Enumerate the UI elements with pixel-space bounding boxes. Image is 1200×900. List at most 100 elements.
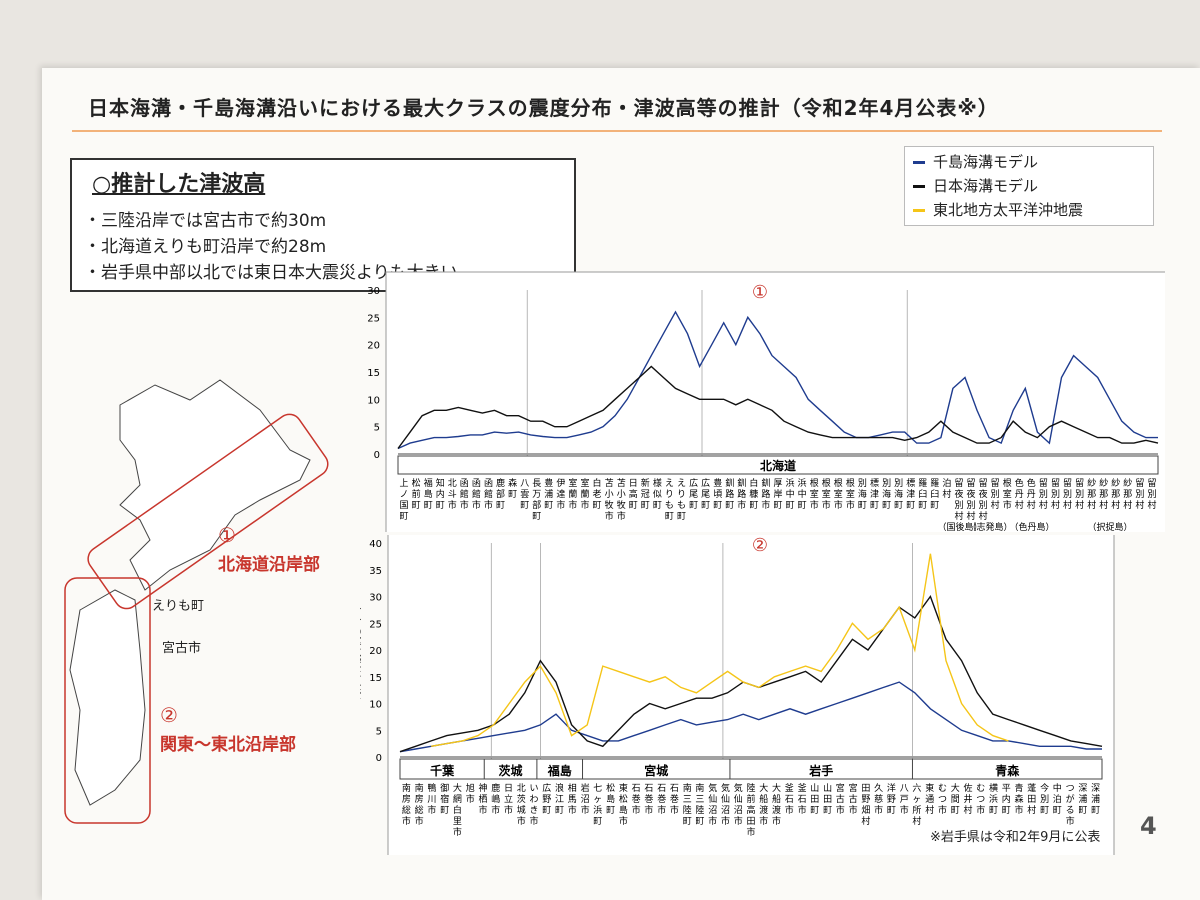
x-tick-label: 洋野町	[887, 782, 896, 816]
chart-legend: 千島海溝モデル 日本海溝モデル 東北地方太平洋沖地震	[904, 146, 1154, 226]
x-tick-label: 石巻市	[670, 784, 679, 816]
summary-box: ○推計した津波高 ・三陸沿岸では宮古市で約30m ・北海道えりも町沿岸で約28m…	[70, 158, 576, 292]
y-tick-label: 5	[376, 726, 382, 737]
y-tick-label: 15	[367, 368, 380, 379]
legend-label: 東北地方太平洋沖地震	[933, 201, 1084, 219]
x-tick-label: 羅臼町	[918, 478, 927, 511]
x-tick-label: えりも町	[677, 478, 686, 522]
honshu-shape	[69, 589, 146, 806]
x-tick-label: 函館市	[484, 478, 493, 511]
x-tick-label: 釧路市	[761, 477, 770, 511]
series-line-千島海溝モデル	[397, 310, 1158, 450]
x-tick-label: 陸前高田市	[746, 782, 755, 838]
plot-background	[385, 271, 1165, 532]
x-tick-label: 石巻市	[632, 784, 641, 816]
x-tick-label: 浜中町	[798, 478, 807, 511]
miyako-label: 宮古市	[162, 640, 201, 656]
x-tick-label: 鹿部町	[496, 477, 505, 511]
x-tick-label: 南房総市	[402, 782, 411, 827]
region2-label: 関東～東北沿岸部	[160, 734, 296, 755]
chart-marker: ②	[752, 535, 768, 556]
x-tick-label: 深浦町	[1091, 783, 1100, 816]
x-tick-label: 釜石市	[798, 782, 807, 816]
chart-hokkaido: 0 5 10 15 20 25 30 海岸の津波の高さ（m） 北海道上ノ国町松前町福島町知内町北…	[360, 271, 1165, 532]
x-tick-label: 別海町	[894, 478, 903, 511]
legend-swatch	[913, 161, 925, 164]
y-tick-label: 30	[369, 593, 382, 604]
x-tick-label: 気仙沼市	[708, 782, 717, 827]
x-tick-label: 留別村	[1039, 477, 1048, 511]
x-tick-label: 今別町	[1040, 782, 1049, 816]
page-number: 4	[1140, 812, 1157, 840]
x-tick-label: 伊達市	[556, 477, 565, 511]
region1-outline	[87, 413, 329, 610]
y-tick-label: 20	[367, 341, 380, 352]
series-line-日本海溝モデル	[397, 365, 1159, 449]
x-tick-label: 東通村	[925, 782, 934, 816]
x-tick-label: 根室市	[846, 477, 855, 511]
series-line-千島海溝モデル	[399, 681, 1102, 753]
x-tick-label: 旭市	[466, 782, 475, 805]
x-tick-label: 佐井村	[963, 782, 972, 816]
x-tick-label: 気仙沼市	[734, 782, 743, 827]
x-tick-label: 鹿嶋市	[491, 782, 500, 816]
legend-label: 日本海溝モデル	[933, 177, 1039, 195]
x-tick-label: 白糠町	[749, 477, 758, 511]
x-tick-label: 上ノ国町	[399, 478, 408, 522]
x-tick-label: 函館市	[460, 478, 469, 511]
x-tick-label: 八雲町	[520, 479, 529, 511]
summary-item: ・三陸沿岸では宮古市で約30m	[84, 211, 327, 231]
page-title: 日本海溝・千島海溝沿いにおける最大クラスの震度分布・津波高等の推計（令和2年4月…	[88, 96, 999, 120]
x-tick-label: 留別村	[1051, 477, 1060, 511]
x-tick-label: 留夜別村	[966, 477, 975, 522]
region-label: 北海道	[760, 458, 796, 473]
x-tick-label: 御宿町	[440, 782, 449, 816]
x-tick-label: 色丹村	[1015, 477, 1024, 511]
x-tick-label: 留別村	[991, 477, 1000, 511]
x-tick-label: 室蘭市	[568, 477, 577, 511]
region-label: 青森	[995, 763, 1020, 778]
x-tick-label: むつ市	[938, 783, 947, 816]
y-tick-label: 30	[367, 286, 380, 297]
region2-number: ②	[160, 703, 178, 727]
x-tick-label: 山田町	[810, 783, 819, 816]
legend-entry: 千島海溝モデル	[913, 151, 1038, 172]
x-tick-label: 紗那村	[1123, 478, 1132, 511]
x-tick-label: 広尾町	[701, 477, 710, 511]
x-tick-label: 神栖市	[478, 782, 487, 816]
x-tick-label: 宮古市	[836, 782, 845, 816]
x-tick-label: 七ヶ浜町	[593, 783, 602, 827]
x-tick-label: 気仙沼市	[721, 782, 730, 827]
y-tick-label: 10	[369, 700, 382, 711]
x-tick-label: 相馬市	[568, 782, 577, 816]
x-tick-label: 福島町	[424, 477, 433, 511]
region-strip	[397, 455, 1159, 475]
hokkaido-shape	[119, 379, 311, 591]
region-label: 千葉	[430, 763, 455, 778]
x-tick-label: 豊浦町	[544, 477, 553, 511]
x-tick-label: 北茨城市	[517, 783, 526, 827]
x-tick-label: 紗那村	[1099, 478, 1108, 511]
x-tick-label: 浜中町	[786, 478, 795, 511]
y-tick-label: 15	[369, 673, 382, 684]
x-tick-label: 苫小牧市	[617, 477, 626, 522]
summary-heading: ○推計した津波高	[92, 172, 266, 197]
region-label: 岩手	[808, 763, 833, 778]
series-line-東北地方太平洋沖地震	[431, 553, 1009, 747]
y-tick-label: 0	[376, 753, 382, 764]
x-tick-label: 南三陸町	[695, 782, 704, 827]
x-tick-label: 様似町	[653, 477, 662, 511]
region-strip	[399, 758, 1103, 780]
x-tick-label: 函館市	[472, 478, 481, 511]
x-tick-label: 松前町	[412, 477, 421, 511]
x-tick-label: 大船渡市	[759, 782, 768, 827]
erimo-label: えりも町	[152, 599, 204, 614]
region-label: 福島	[547, 763, 572, 778]
x-tick-label: 東松島市	[619, 782, 628, 827]
x-tick-label: 泊村	[942, 478, 951, 500]
x-tick-label: 標津町	[870, 477, 879, 511]
x-tick-label: 南三陸町	[683, 782, 692, 827]
x-tick-label: 大間町	[951, 782, 960, 816]
region-label: 宮城	[644, 763, 668, 778]
summary-item: ・北海道えりも町沿岸で約28m	[84, 237, 327, 257]
